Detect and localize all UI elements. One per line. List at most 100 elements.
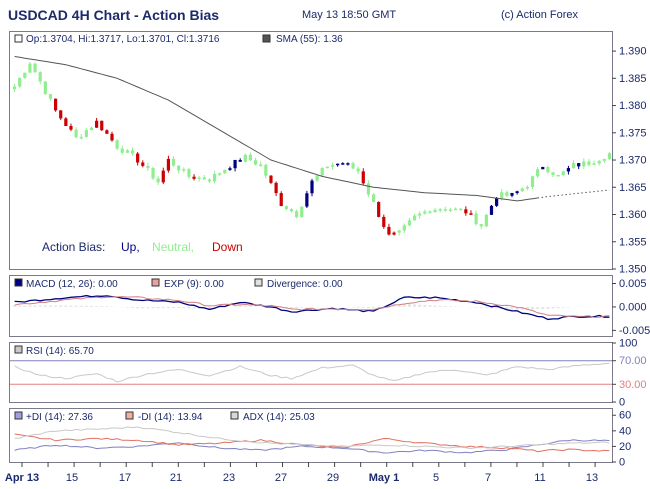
y-tick-label: 100	[619, 338, 637, 350]
candle-body	[156, 178, 160, 183]
candle-body	[561, 171, 565, 176]
candle-body	[59, 110, 63, 119]
chart-header: USDCAD 4H Chart - Action Bias May 13 18:…	[0, 0, 650, 30]
candle-body	[489, 205, 494, 215]
candle-body	[602, 158, 606, 161]
candle-body	[607, 153, 612, 159]
candle-body	[597, 160, 601, 164]
candle-body	[320, 167, 324, 176]
candle-body	[469, 213, 473, 215]
candle-body	[202, 177, 206, 180]
rsi-panel	[9, 342, 613, 403]
candle-body	[341, 163, 345, 165]
candle-body	[141, 162, 145, 166]
candle-body	[192, 176, 196, 179]
y-tick-label: 0.000	[619, 301, 647, 313]
candle-body	[136, 153, 140, 163]
candle-body	[371, 194, 376, 203]
candle-body	[448, 209, 453, 212]
candle-body	[279, 193, 283, 207]
candle-body	[305, 193, 309, 207]
candle-body	[336, 163, 340, 166]
x-tick-label: Apr 13	[5, 472, 39, 484]
candle-body	[289, 209, 294, 212]
rsi-line	[14, 362, 610, 383]
candle-body	[12, 86, 17, 90]
candle-body	[592, 163, 596, 165]
candle-body	[474, 213, 478, 225]
candle-body	[541, 167, 545, 170]
candle-body	[397, 230, 401, 233]
x-tick-label: 5	[433, 472, 439, 484]
x-tick-label: 27	[275, 472, 287, 484]
adx-legend: ADX (14): 25.03	[243, 412, 315, 423]
ohlc-legend: Op:1.3704, Hi:1.3717, Lo:1.3701, Cl:1.37…	[26, 34, 220, 45]
candle-body	[453, 208, 458, 211]
candle-body	[377, 202, 381, 217]
candle-body	[125, 150, 129, 153]
candle-body	[464, 209, 468, 214]
candle-body	[115, 140, 119, 149]
candle-body	[484, 214, 488, 227]
candle-body	[433, 209, 437, 213]
candle-body	[177, 165, 181, 171]
candle-body	[551, 172, 555, 176]
candle-body	[392, 232, 396, 235]
candle-body	[325, 166, 329, 169]
candle-body	[515, 191, 519, 194]
candle-body	[382, 216, 386, 227]
candle-body	[479, 224, 483, 227]
candle-body	[43, 81, 47, 95]
candle-body	[79, 136, 83, 139]
sma-legend: SMA (55): 1.36	[276, 34, 343, 45]
candle-body	[510, 193, 514, 196]
candle-body	[295, 211, 299, 218]
x-tick-label: 13	[586, 472, 598, 484]
candle-body	[28, 63, 32, 73]
dmi-panel	[9, 408, 613, 463]
sma-line	[14, 56, 538, 202]
candle-body	[582, 161, 586, 167]
candle-body	[238, 159, 242, 162]
candle-body	[23, 72, 27, 78]
exp-swatch	[151, 278, 160, 287]
candle-body	[53, 98, 58, 111]
exp-legend: EXP (9): 0.00	[164, 279, 224, 290]
x-tick-label: 11	[534, 472, 545, 484]
candle-body	[100, 120, 104, 131]
candle-body	[310, 180, 314, 194]
y-tick-label: -0.005	[619, 325, 650, 337]
candle-body	[361, 171, 365, 184]
candle-body	[110, 133, 114, 141]
candle-body	[166, 158, 171, 171]
candle-body	[495, 198, 499, 206]
candle-body	[366, 183, 371, 195]
candle-body	[264, 164, 268, 176]
candle-body	[587, 161, 591, 165]
y-tick-label: 1.385	[619, 73, 647, 85]
candle-body	[546, 167, 550, 173]
y-tick-label: 1.375	[619, 127, 647, 139]
candle-body	[387, 226, 391, 235]
candle-body	[556, 175, 560, 177]
mdi-legend: -DI (14): 13.94	[138, 412, 203, 423]
divergence-swatch	[254, 278, 263, 287]
y-tick-label: 1.365	[619, 182, 647, 194]
macd-legend: MACD (12, 26): 0.00	[26, 279, 118, 290]
candle-body	[284, 206, 288, 210]
candle-body	[500, 192, 504, 199]
x-tick-label: 15	[66, 472, 78, 484]
candle-body	[182, 169, 186, 171]
y-tick-label: 1.350	[619, 264, 647, 276]
candle-body	[438, 209, 442, 211]
candle-body	[402, 225, 406, 231]
candle-body	[89, 127, 94, 131]
candle-body	[330, 164, 335, 167]
sma-swatch	[262, 34, 271, 43]
x-tick-label: 29	[327, 472, 339, 484]
candle-body	[233, 159, 237, 169]
candle-body	[300, 206, 304, 218]
candle-body	[269, 175, 273, 183]
candle-body	[577, 163, 581, 167]
candle-body	[84, 130, 88, 137]
